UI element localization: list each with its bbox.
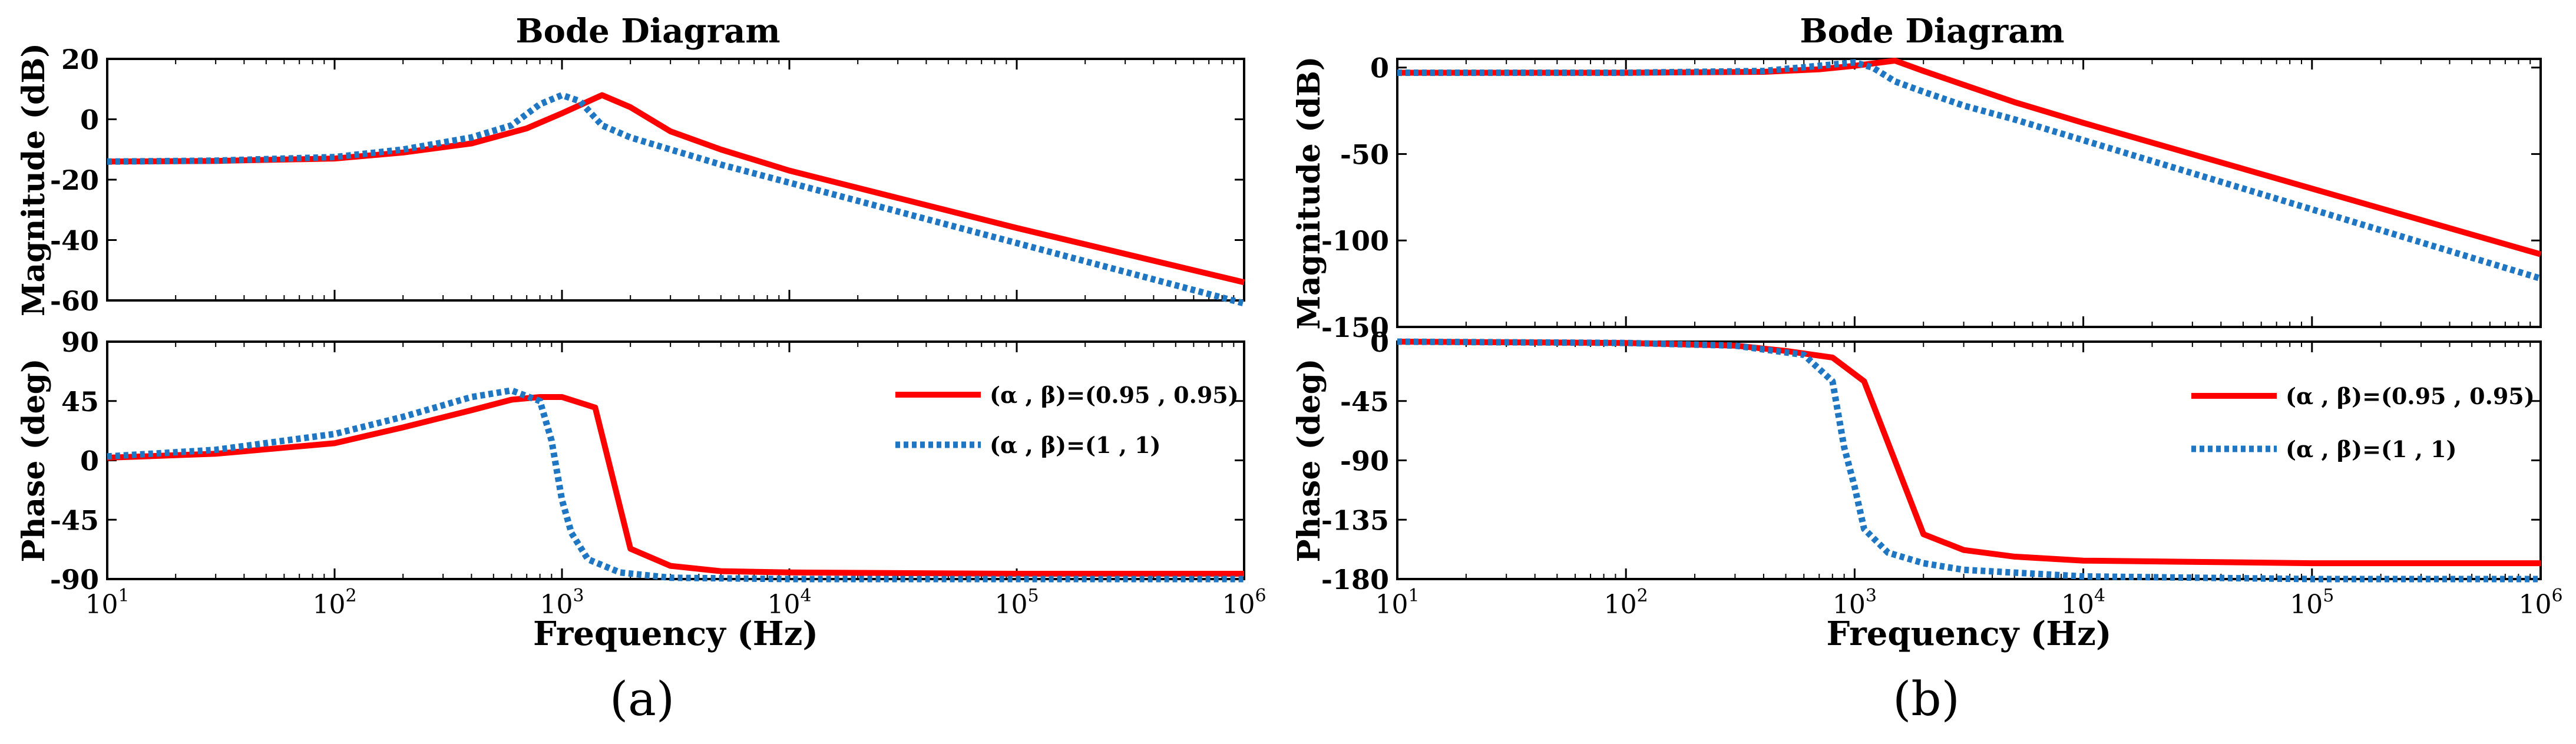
x-tick-label: 101 (85, 586, 129, 620)
x-tick-label: 103 (1833, 586, 1877, 620)
legend-entry-label: (α , β)=(0.95 , 0.95) (2286, 383, 2535, 409)
x-tick-label: 103 (540, 586, 584, 620)
x-axis-label: Frequency (Hz) (1827, 614, 2112, 653)
y-tick-label: -150 (1321, 312, 1389, 343)
x-tick-label: 104 (767, 586, 811, 620)
magnitude-series-alpha-1 (1397, 59, 2542, 282)
y-tick-label: 0 (80, 445, 99, 477)
x-tick-label: 102 (312, 586, 356, 620)
phase-series-alpha-1 (1397, 338, 2541, 583)
y-tick-label: -50 (1340, 138, 1389, 170)
magnitude-series-alpha-0-95 (107, 92, 1245, 286)
x-tick-label: 101 (1375, 586, 1419, 620)
y-tick-label: -60 (50, 285, 99, 317)
phase-series-alpha-1 (107, 387, 1244, 583)
y-tick-label: -180 (1321, 564, 1389, 596)
y-axis-label: Magnitude (dB) (16, 43, 52, 316)
magnitude-axes-box (106, 58, 1245, 302)
x-axis-label: Frequency (Hz) (533, 614, 818, 653)
legend-entry-label: (α , β)=(1 , 1) (2286, 436, 2457, 462)
magnitude-axes-box (1396, 58, 2542, 328)
chart-title: Bode Diagram (1800, 12, 2064, 51)
magnitude-series-alpha-1 (107, 92, 1245, 307)
y-tick-label: 20 (61, 44, 99, 75)
phase-axes-box (106, 340, 1245, 580)
y-tick-label: -90 (1340, 445, 1389, 477)
y-tick-label: 0 (1370, 52, 1389, 84)
y-axis-label: Phase (deg) (16, 358, 52, 562)
x-tick-label: 106 (1222, 586, 1266, 620)
y-tick-label: 0 (1370, 326, 1389, 358)
magnitude-series-alpha-0-95 (1397, 57, 2542, 257)
y-tick-label: -20 (50, 164, 99, 196)
y-tick-label: -45 (1340, 386, 1389, 418)
panel-b-label: (b) (1893, 672, 1960, 726)
y-tick-label: 0 (80, 104, 99, 136)
y-tick-label: 90 (61, 326, 99, 358)
x-tick-label: 104 (2061, 586, 2105, 620)
x-tick-label: 106 (2518, 586, 2562, 620)
y-axis-label: Magnitude (dB) (1291, 56, 1327, 329)
y-tick-label: -135 (1321, 504, 1389, 536)
phase-series-alpha-0-95 (1397, 339, 2541, 567)
y-tick-label: 45 (61, 386, 99, 418)
y-tick-label: -45 (50, 504, 99, 536)
y-tick-label: -40 (50, 225, 99, 257)
y-tick-label: -100 (1321, 225, 1389, 257)
phase-series-alpha-0-95 (107, 394, 1244, 577)
legend-entry-label: (α , β)=(1 , 1) (990, 432, 1161, 458)
panel-a-label: (a) (609, 672, 675, 726)
x-tick-label: 102 (1604, 586, 1648, 620)
chart-title: Bode Diagram (515, 12, 780, 51)
x-tick-label: 105 (2290, 586, 2334, 620)
y-axis-label: Phase (deg) (1291, 358, 1327, 562)
legend-entry-label: (α , β)=(0.95 , 0.95) (990, 382, 1239, 408)
y-tick-label: -90 (50, 564, 99, 596)
x-tick-label: 105 (994, 586, 1039, 620)
